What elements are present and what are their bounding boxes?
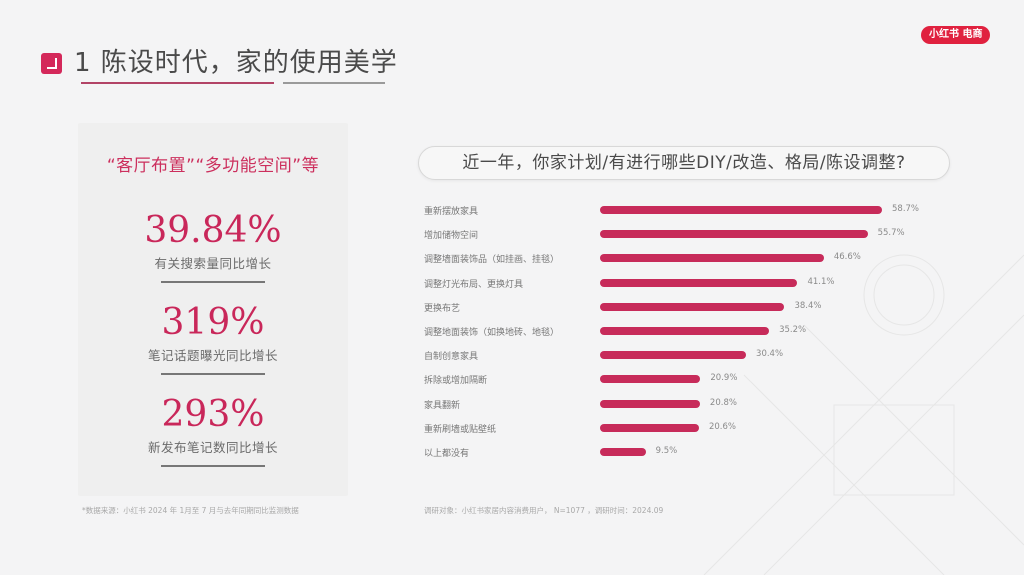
chart-row: 调整灯光布局、更换灯具 41.1%: [424, 273, 944, 297]
chart-row-label: 以上都没有: [424, 448, 470, 459]
chart-row-label: 调整地面装饰（如换地砖、地毯）: [424, 327, 560, 338]
left-source-note: *数据来源：小红书 2024 年 1月至 7 月与去年同期同比监测数据: [82, 506, 299, 515]
title-marker-icon: [41, 52, 62, 74]
chart-row-label: 更换布艺: [424, 303, 461, 314]
chart-bar-value: 20.9%: [710, 373, 738, 384]
chart-bar-value: 58.7%: [892, 204, 920, 214]
chart-row: 以上都没有 9.5%: [424, 442, 944, 466]
stat-label: 新发布笔记数同比增长: [147, 440, 278, 455]
horizontal-bar-chart: 重新摆放家具 58.7% 增加储物空间 55.7% 调整墙面装饰品（如挂画、挂毯） 46.…: [424, 200, 944, 466]
stat-search-growth: 39.84% 有关搜索量同比增长: [78, 211, 348, 283]
title-underline-gray: [283, 82, 385, 84]
chart-row: 调整墙面装饰品（如挂画、挂毯） 46.6%: [424, 248, 944, 272]
stats-panel: “客厅布置”“多功能空间”等 39.84% 有关搜索量同比增长 319% 笔记话…: [78, 123, 348, 496]
right-source-note: 调研对象：小红书家居内容消费用户， N=1077 ，调研时间：2024.09: [424, 506, 664, 515]
chart-row: 自制创意家具 30.4%: [424, 345, 944, 369]
chart-row-label: 重新刷墙或贴壁纸: [424, 424, 497, 435]
page-title-text: 1 陈设时代，家的使用美学: [74, 48, 398, 78]
chart-row-label: 自制创意家具: [424, 352, 479, 363]
title-underline-accent: [81, 82, 274, 84]
brand-badge: 小红书 电商: [921, 26, 991, 44]
chart-question-title: 近一年，你家计划/有进行哪些DIY/改造、格局/陈设调整?: [418, 146, 950, 180]
chart-row-label: 拆除或增加隔断: [424, 376, 488, 387]
chart-row: 更换布艺 38.4%: [424, 297, 944, 321]
chart-row-label: 调整灯光布局、更换灯具: [424, 279, 524, 290]
chart-bar: [600, 302, 785, 311]
stat-label: 有关搜索量同比增长: [154, 256, 272, 271]
chart-bar: [600, 399, 700, 408]
chart-row: 家具翻新 20.8%: [424, 394, 944, 418]
chart-bar-value: 41.1%: [807, 276, 835, 287]
stat-notes-growth: 293% 新发布笔记数同比增长: [78, 395, 348, 467]
chart-bar-value: 20.6%: [708, 421, 736, 432]
page-title: 1 陈设时代，家的使用美学: [41, 48, 398, 78]
chart-row-label: 增加储物空间: [424, 231, 479, 242]
chart-bar-value: 30.4%: [756, 349, 784, 360]
stat-value: 39.84%: [144, 210, 282, 251]
chart-bar: [600, 375, 701, 384]
chart-row-label: 调整墙面装饰品（如挂画、挂毯）: [424, 255, 560, 266]
stats-heading: “客厅布置”“多功能空间”等: [106, 156, 320, 176]
stat-value: 319%: [161, 302, 265, 343]
chart-row-label: 家具翻新: [424, 400, 461, 411]
stat-value: 293%: [161, 394, 265, 435]
chart-row: 调整地面装饰（如换地砖、地毯） 35.2%: [424, 321, 944, 345]
chart-bar-value: 38.4%: [794, 300, 822, 311]
stat-exposure-growth: 319% 笔记话题曝光同比增长: [78, 303, 348, 375]
chart-bar: [600, 206, 882, 214]
stat-divider: [161, 465, 265, 467]
chart-bar: [600, 278, 798, 287]
chart-bar-value: 55.7%: [877, 228, 905, 239]
chart-bar: [600, 423, 699, 432]
chart-bar-value: 35.2%: [779, 324, 807, 335]
chart-bar: [600, 230, 868, 239]
chart-row: 增加储物空间 55.7%: [424, 224, 944, 248]
chart-row: 重新摆放家具 58.7%: [424, 200, 944, 224]
chart-row-label: 重新摆放家具: [424, 207, 479, 217]
stat-divider: [161, 373, 265, 375]
chart-bar: [600, 254, 824, 263]
chart-bar: [600, 326, 770, 335]
stat-divider: [161, 281, 265, 283]
chart-bar: [600, 447, 646, 456]
chart-bar-value: 9.5%: [655, 445, 678, 456]
stat-label: 笔记话题曝光同比增长: [147, 348, 278, 363]
chart-row: 拆除或增加隔断 20.9%: [424, 369, 944, 393]
chart-row: 重新刷墙或贴壁纸 20.6%: [424, 418, 944, 442]
chart-bar-value: 46.6%: [833, 252, 861, 263]
chart-bar-value: 20.8%: [709, 397, 737, 408]
chart-bar: [600, 351, 747, 360]
